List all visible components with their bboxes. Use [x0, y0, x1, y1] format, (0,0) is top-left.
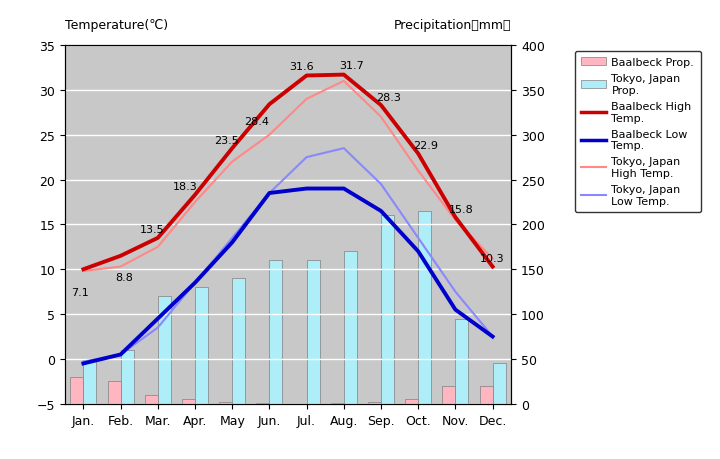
Text: 22.9: 22.9 — [413, 141, 438, 151]
Bar — [330, 403, 344, 404]
Bar — [195, 287, 208, 404]
Bar — [232, 279, 246, 404]
Bar — [480, 386, 492, 404]
Bar — [145, 395, 158, 404]
Bar — [182, 399, 195, 404]
Bar — [405, 399, 418, 404]
Text: 18.3: 18.3 — [174, 182, 198, 192]
Text: Precipitation（mm）: Precipitation（mm） — [394, 19, 511, 32]
Bar — [368, 402, 381, 404]
Bar — [121, 350, 134, 404]
Bar — [418, 212, 431, 404]
Bar — [307, 261, 320, 404]
Text: 13.5: 13.5 — [140, 225, 165, 235]
Text: Temperature(℃): Temperature(℃) — [65, 19, 168, 32]
Bar — [344, 252, 357, 404]
Text: 31.6: 31.6 — [289, 62, 313, 72]
Text: 31.7: 31.7 — [339, 61, 364, 71]
Text: 8.8: 8.8 — [115, 273, 133, 282]
Bar — [381, 216, 394, 404]
Bar — [492, 364, 505, 404]
Bar — [256, 403, 269, 404]
Bar — [455, 319, 469, 404]
Text: 10.3: 10.3 — [480, 254, 505, 263]
Bar — [269, 261, 282, 404]
Bar — [71, 377, 84, 404]
Bar — [219, 402, 232, 404]
Text: 15.8: 15.8 — [449, 204, 473, 214]
Bar — [107, 381, 120, 404]
Bar — [442, 386, 455, 404]
Bar — [84, 359, 96, 404]
Bar — [158, 297, 171, 404]
Text: 23.5: 23.5 — [215, 135, 239, 146]
Legend: Baalbeck Prop., Tokyo, Japan
Prop., Baalbeck High
Temp., Baalbeck Low
Temp., Tok: Baalbeck Prop., Tokyo, Japan Prop., Baal… — [575, 51, 701, 213]
Text: 28.4: 28.4 — [244, 117, 269, 127]
Text: 7.1: 7.1 — [71, 288, 89, 297]
Text: 28.3: 28.3 — [376, 93, 401, 102]
